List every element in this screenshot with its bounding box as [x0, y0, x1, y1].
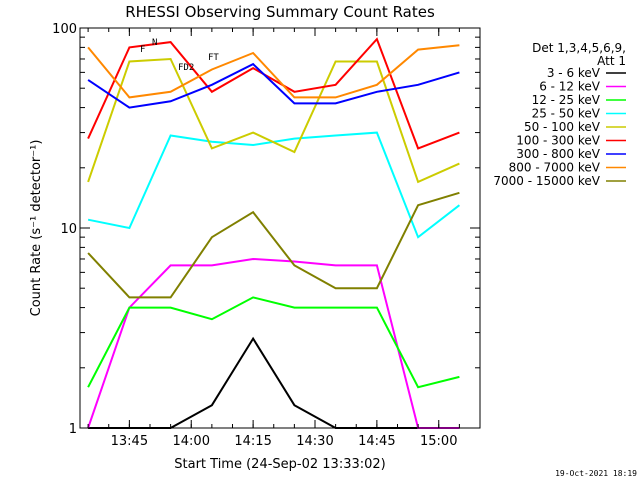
legend-entry-2: 6 - 12 keV [539, 80, 626, 94]
legend-label: 100 - 300 keV [516, 134, 600, 148]
x-axis-label: Start Time (24-Sep-02 13:33:02) [174, 457, 385, 472]
x-tick-label-1: 13:45 [111, 434, 148, 449]
legend-entry-9: 7000 - 15000 keV [493, 174, 626, 188]
legend-label: 800 - 7000 keV [509, 161, 601, 175]
flag-label-2: F [140, 45, 145, 55]
y-tick-label-3: 100 [52, 22, 77, 37]
flag-label-3: FT [208, 53, 219, 63]
y-tick-label-2: 10 [60, 222, 77, 237]
flag-layer: NF FT FD2 [140, 38, 219, 73]
legend-label: 300 - 800 keV [516, 147, 600, 161]
series-line-3 [87, 296, 460, 389]
legend-label: 7000 - 15000 keV [493, 174, 600, 188]
axis-layer: 13:45 14:00 14:15 14:30 14:45 15:00 1 10 100 [52, 22, 481, 449]
legend-label: 50 - 100 keV [524, 120, 601, 134]
legend-entry-6: 100 - 300 keV [516, 134, 626, 148]
x-tick-label-3: 14:15 [234, 434, 271, 449]
legend-label: 25 - 50 keV [532, 107, 601, 121]
series-line-9 [87, 191, 460, 299]
legend-entry-8: 800 - 7000 keV [509, 161, 626, 175]
series-line-5 [87, 57, 460, 184]
y-axis-label: Count Rate (s⁻¹ detector⁻¹) [29, 140, 44, 317]
footer-date: 19-Oct-2021 18:19 [555, 469, 637, 478]
legend-entry-5: 50 - 100 keV [524, 120, 626, 134]
legend-entry-4: 25 - 50 keV [532, 107, 626, 121]
legend-label: 6 - 12 keV [539, 80, 601, 94]
x-tick-label-4: 14:30 [296, 434, 333, 449]
series-line-8 [87, 44, 460, 99]
legend-label: 3 - 6 keV [547, 66, 601, 80]
series-line-6 [87, 37, 460, 150]
flag-label-4: FD2 [178, 63, 194, 73]
legend-entry-3: 12 - 25 keV [532, 93, 626, 107]
x-tick-label-2: 14:00 [173, 434, 210, 449]
legend-entry-1: 3 - 6 keV [547, 66, 626, 80]
flag-label-1: N [152, 38, 157, 48]
legend-label: 12 - 25 keV [532, 93, 601, 107]
legend-header-line-2: Att 1 [597, 54, 626, 68]
x-tick-label-6: 15:00 [420, 434, 457, 449]
legend-entry-7: 300 - 800 keV [516, 147, 626, 161]
x-tick-label-5: 14:45 [358, 434, 395, 449]
series-line-7 [87, 62, 460, 109]
y-tick-label-1: 1 [69, 422, 77, 437]
legend-header-line-1: Det 1,3,4,5,6,9, [532, 41, 626, 55]
chart-title: RHESSI Observing Summary Count Rates [125, 3, 435, 21]
